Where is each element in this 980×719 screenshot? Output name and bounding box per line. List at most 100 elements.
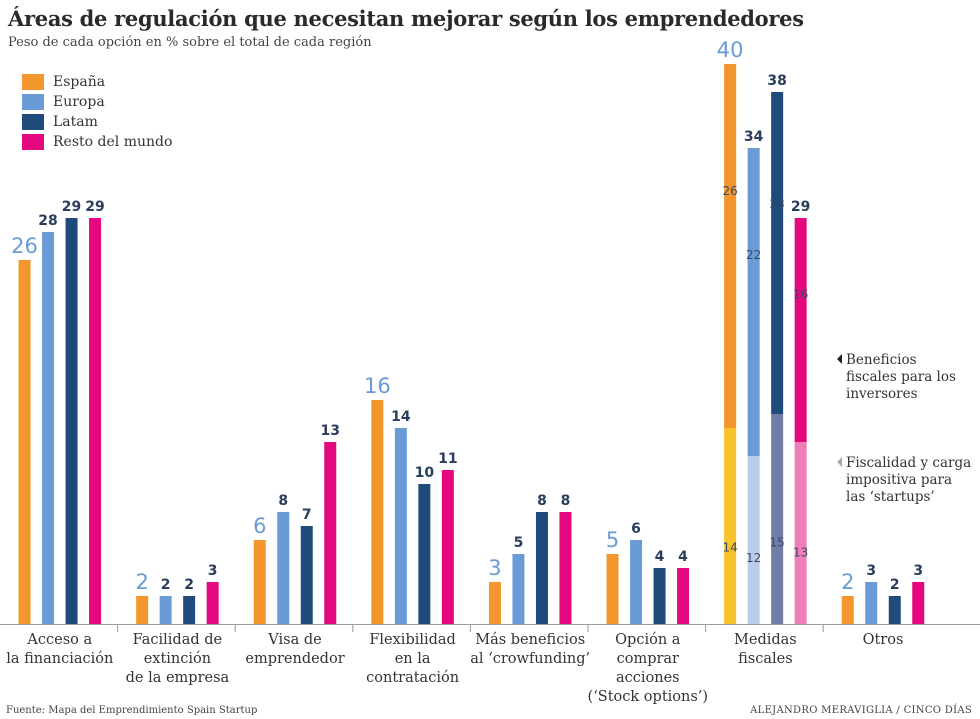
annotation-marker	[837, 354, 842, 364]
bar-value-label: 3	[913, 563, 923, 579]
legend-item: Latam	[22, 112, 172, 132]
legend-label: España	[53, 74, 106, 90]
bar	[888, 596, 901, 624]
bar-value-label: 8	[561, 493, 571, 509]
category-label-line: comprar	[617, 651, 679, 667]
category-label: Visa de emprendedor	[245, 632, 344, 667]
category-label: Opción a comprar acciones (‘Stock options’)	[588, 632, 709, 705]
bar	[512, 554, 525, 624]
annotation-marker	[837, 457, 842, 467]
bar-value-label: 2	[890, 577, 900, 593]
category-label: Acceso a la financiación	[6, 632, 113, 667]
bar	[371, 400, 384, 624]
bar-value-label: 6	[253, 514, 266, 538]
annotation-line: impositiva para	[846, 472, 952, 488]
source-note: Fuente: Mapa del Emprendimiento Spain St…	[6, 705, 258, 716]
bar	[559, 512, 572, 624]
category-label-line: contratación	[366, 670, 459, 686]
category-label-line: extinción	[144, 651, 211, 667]
chart-subtitle: Peso de cada opción en % sobre el total …	[8, 35, 372, 50]
bar	[606, 554, 619, 624]
legend-swatch	[22, 134, 44, 150]
bar-segment	[747, 148, 760, 456]
bar-value-label: 5	[514, 535, 524, 551]
bar-value-label: 29	[791, 199, 810, 215]
category-label-line: en la	[395, 651, 431, 667]
bar	[677, 568, 690, 624]
bar	[277, 512, 290, 624]
bar-value-label: 11	[438, 451, 457, 467]
bar-value-label: 3	[208, 563, 218, 579]
annotation-line: Fiscalidad y carga	[846, 455, 971, 471]
category-label: Medidas fiscales	[734, 632, 797, 667]
annotation-text: Fiscalidad y carga impositiva para las ‘st…	[846, 455, 971, 505]
category-label-line: la financiación	[6, 651, 113, 667]
bar-segment	[724, 64, 737, 428]
bar-value-label: 38	[767, 73, 786, 89]
category-label-line: Más beneficios	[475, 632, 585, 648]
legend-label: Resto del mundo	[53, 134, 173, 150]
legend-item: Europa	[22, 92, 172, 112]
category-label: Flexibilidad en la contratación	[366, 632, 459, 686]
legend-item: España	[22, 72, 172, 92]
bar-value-label: 7	[302, 507, 312, 523]
bar	[441, 470, 454, 624]
bar-segment	[771, 92, 784, 414]
bar-value-label: 3	[866, 563, 876, 579]
bar	[630, 540, 643, 624]
legend: España Europa Latam Resto del mundo	[22, 72, 172, 152]
segment-value-label: 23	[770, 197, 785, 211]
chart-title: Áreas de regulación que necesitan mejora…	[8, 6, 804, 31]
bar	[89, 218, 102, 624]
bar	[253, 540, 266, 624]
bar	[136, 596, 149, 624]
category-label-line: fiscales	[738, 651, 793, 667]
segment-value-label: 16	[793, 288, 808, 302]
category-label: Facilidad de extinción de la empresa	[126, 632, 230, 686]
bar	[653, 568, 666, 624]
annotation-text: Beneficios fiscales para los inversores	[846, 352, 956, 402]
annotation-line: inversores	[846, 386, 918, 402]
bar	[206, 582, 219, 624]
bar-value-label: 16	[364, 374, 391, 398]
bar-value-label: 4	[655, 549, 665, 565]
segment-value-label: 26	[723, 184, 738, 198]
category-label-line: de la empresa	[126, 670, 230, 686]
category-label-line: Opción a	[615, 632, 681, 648]
segment-value-label: 12	[746, 551, 761, 565]
category-label: Otros	[863, 632, 904, 648]
bar-value-label: 40	[717, 38, 744, 62]
bar	[418, 484, 431, 624]
segment-value-label: 14	[723, 540, 738, 554]
category-label-line: (‘Stock options’)	[588, 689, 709, 705]
bar	[65, 218, 78, 624]
bar	[488, 582, 501, 624]
bar-value-label: 3	[488, 556, 501, 580]
bar-segment	[747, 456, 760, 624]
bar	[300, 526, 313, 624]
category-label-line: Acceso a	[26, 632, 92, 648]
bar-value-label: 10	[415, 465, 435, 481]
bar-value-label: 2	[841, 570, 854, 594]
legend-label: Latam	[53, 114, 98, 130]
bar-value-label: 29	[62, 199, 81, 215]
bar-value-label: 2	[184, 577, 194, 593]
bar-segment	[794, 442, 807, 624]
category-label-line: Facilidad de	[133, 632, 222, 648]
legend-label: Europa	[53, 94, 105, 110]
bar	[42, 232, 55, 624]
legend-swatch	[22, 94, 44, 110]
bar-segment	[794, 218, 807, 442]
legend-swatch	[22, 114, 44, 130]
bar	[159, 596, 172, 624]
bar	[183, 596, 196, 624]
segment-value-label: 13	[793, 546, 808, 560]
category-label-line: acciones	[616, 670, 680, 686]
bar-value-label: 34	[744, 129, 764, 145]
annotation-line: fiscales para los	[846, 369, 956, 385]
bar-value-label: 8	[278, 493, 288, 509]
bar-value-label: 26	[11, 234, 38, 258]
bar-value-label: 2	[135, 570, 148, 594]
bar	[535, 512, 548, 624]
